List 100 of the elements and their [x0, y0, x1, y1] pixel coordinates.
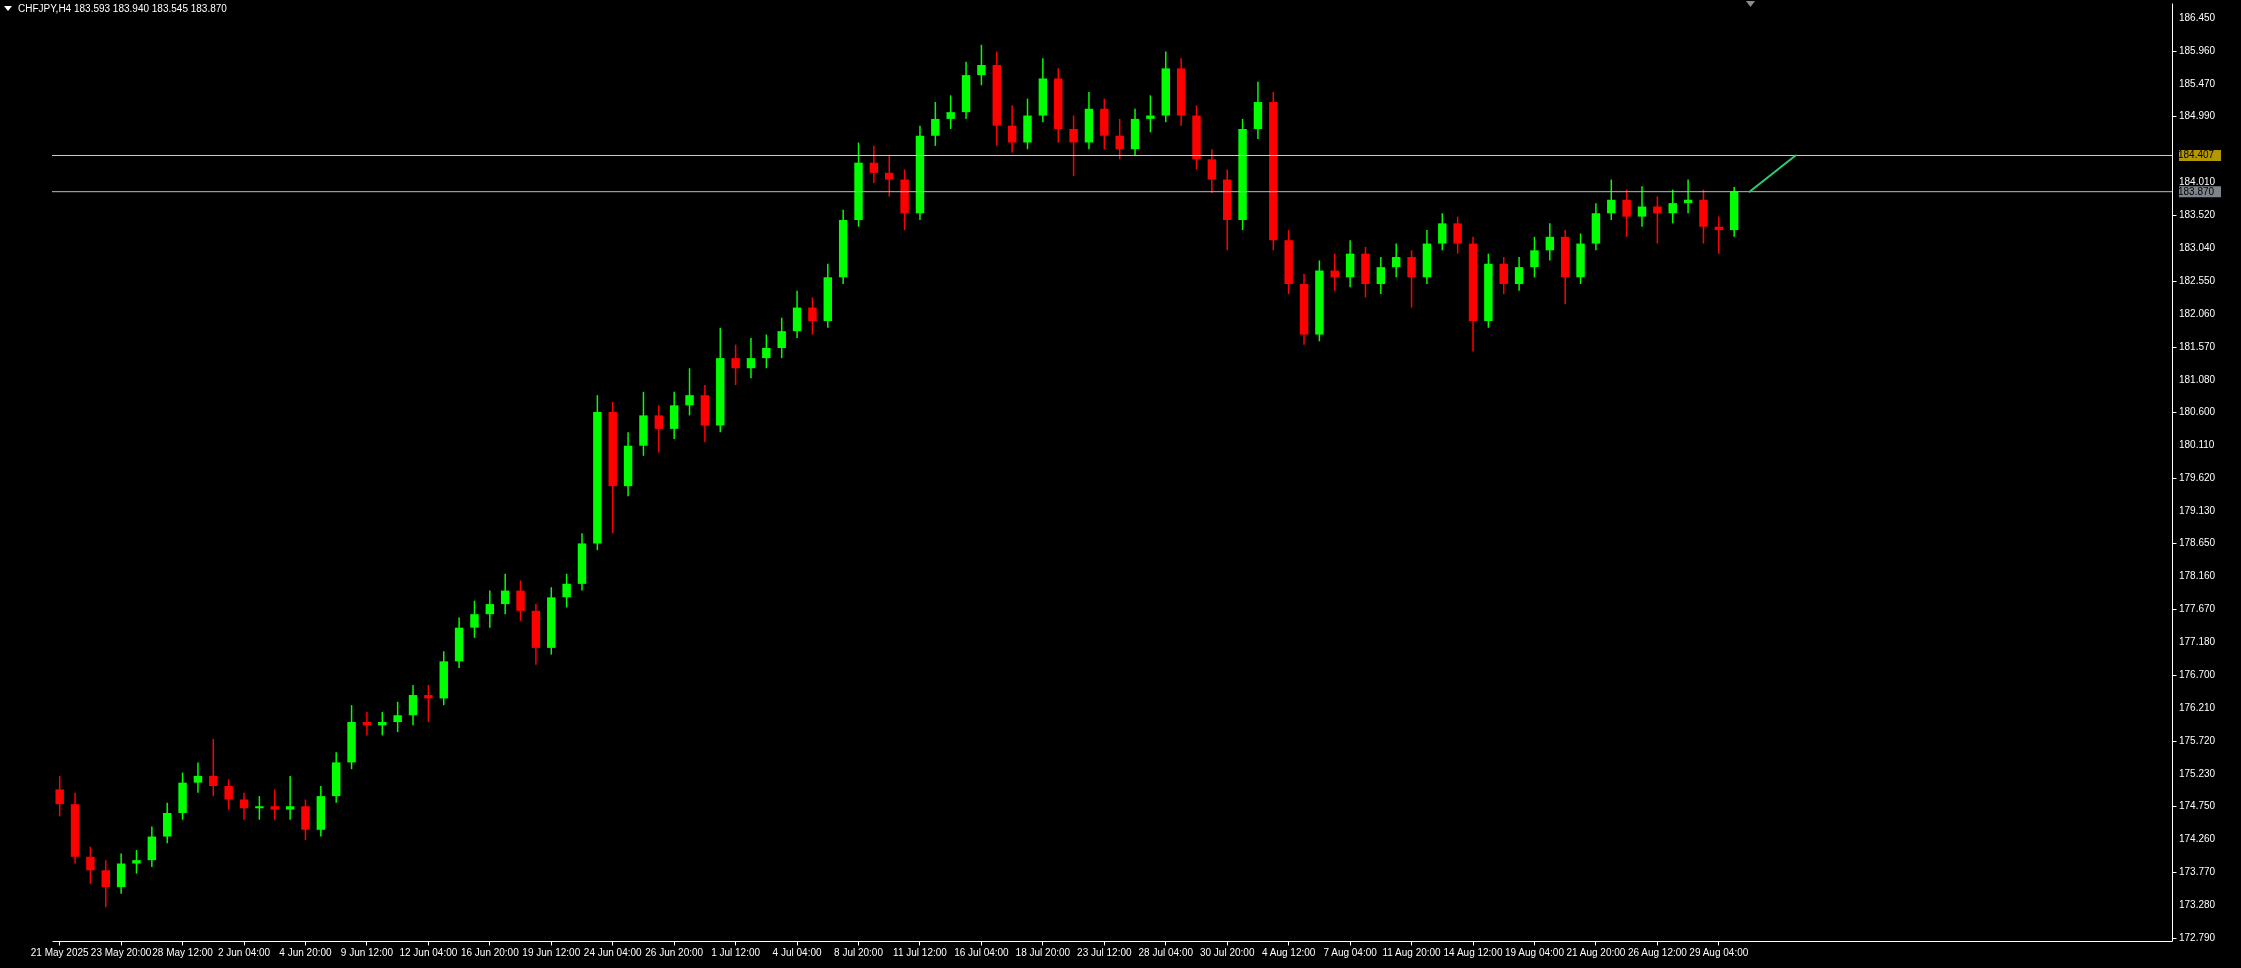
- candlestick: [132, 849, 141, 875]
- x-tick-label: 9 Jun 12:00: [340, 946, 394, 958]
- x-tick-label: 8 Jul 20:00: [834, 946, 884, 958]
- y-tick-label: 173.770: [2179, 866, 2216, 878]
- candlestick: [777, 316, 786, 359]
- candlestick: [209, 738, 218, 797]
- candlestick: [869, 145, 879, 184]
- x-tick-label: 23 Jul 12:00: [1077, 946, 1132, 958]
- candlestick: [808, 296, 817, 336]
- x-tick-label: 26 Jun 20:00: [645, 946, 704, 958]
- x-tick-label: 30 Jul 20:00: [1199, 946, 1255, 958]
- y-tick-label: 179.130: [2179, 505, 2216, 517]
- y-tick-label: 178.650: [2179, 537, 2216, 549]
- candlestick: [1438, 212, 1447, 252]
- candlestick: [1622, 188, 1631, 238]
- y-tick-label: 179.620: [2179, 472, 2216, 484]
- candlestick: [393, 701, 402, 733]
- x-tick-label: 11 Aug 20:00: [1382, 946, 1442, 958]
- candlestick: [285, 775, 295, 821]
- x-tick-label: 19 Aug 04:00: [1504, 946, 1565, 958]
- candlestick: [977, 44, 986, 86]
- y-tick-label: 183.520: [2179, 209, 2216, 221]
- x-tick-label: 1 Jul 12:00: [711, 946, 761, 958]
- candlestick: [1376, 256, 1386, 295]
- y-tick-label: 181.080: [2179, 373, 2216, 385]
- candlestick: [1545, 222, 1555, 262]
- x-tick-label: 19 Jun 12:00: [522, 946, 581, 958]
- candlestick: [485, 589, 495, 629]
- candlestick: [1207, 148, 1217, 194]
- y-tick-label: 180.110: [2179, 439, 2215, 451]
- candlestick: [885, 155, 894, 198]
- x-tick-label: 21 Aug 20:00: [1566, 946, 1626, 958]
- candlestick: [1499, 256, 1508, 295]
- y-tick-label: 174.260: [2179, 833, 2216, 845]
- y-tick-label: 182.550: [2179, 274, 2216, 286]
- candlestick: [1453, 215, 1462, 255]
- candlestick: [654, 404, 664, 454]
- x-tick-label: 21 May 2025: [30, 946, 90, 958]
- candlestick: [1007, 104, 1017, 154]
- y-tick-label: 184.010: [2179, 176, 2216, 188]
- y-tick-label: 185.960: [2179, 44, 2216, 56]
- x-tick-label: 24 Jun 04:00: [583, 946, 643, 958]
- candlestick: [516, 579, 525, 622]
- candlestick: [746, 337, 756, 380]
- candlestick: [669, 391, 679, 440]
- y-tick-label: 177.670: [2179, 603, 2216, 615]
- y-tick-label: 181.570: [2179, 340, 2216, 352]
- candlestick: [1146, 94, 1155, 134]
- x-tick-label: 11 Jul 12:00: [893, 946, 948, 958]
- candlestick: [408, 684, 418, 727]
- candlestick: [931, 101, 940, 147]
- x-tick-label: 4 Jul 04:00: [772, 946, 822, 958]
- candlestick: [1668, 188, 1677, 225]
- candlestick: [562, 573, 571, 609]
- candlestick: [301, 798, 310, 841]
- y-tick-label: 174.750: [2179, 800, 2216, 812]
- candlestick: [792, 289, 802, 339]
- candlestick: [731, 343, 740, 386]
- x-tick-label: 28 Jul 04:00: [1138, 946, 1194, 958]
- candlestick: [239, 792, 249, 821]
- candlestick: [762, 333, 771, 369]
- ref-line-label: 183.870: [2178, 185, 2215, 197]
- y-tick-label: 175.230: [2179, 767, 2216, 779]
- y-tick-label: 175.720: [2179, 734, 2216, 746]
- candlestick: [378, 711, 387, 737]
- candlestick: [1530, 236, 1539, 279]
- candlestick: [946, 94, 955, 130]
- candlestick: [470, 599, 479, 639]
- y-tick-label: 180.600: [2179, 406, 2216, 418]
- y-tick-label: 173.280: [2179, 899, 2216, 911]
- x-tick-label: 7 Aug 04:00: [1323, 946, 1378, 958]
- x-tick-label: 16 Jul 04:00: [954, 946, 1010, 958]
- y-tick-label: 176.210: [2179, 701, 2216, 713]
- x-tick-label: 23 May 20:00: [90, 946, 152, 958]
- candlestick: [1345, 239, 1355, 289]
- candlestick: [270, 788, 279, 821]
- candlestick: [193, 761, 203, 794]
- chart-title: CHFJPY,H4 183.593 183.940 183.545 183.870: [18, 3, 227, 14]
- y-tick-label: 185.470: [2179, 77, 2216, 89]
- candlestick: [1637, 185, 1647, 228]
- y-tick-label: 176.700: [2179, 668, 2216, 680]
- x-tick-label: 2 Jun 04:00: [217, 946, 271, 958]
- candlestick: [255, 795, 264, 821]
- x-tick-label: 28 May 12:00: [152, 946, 214, 958]
- candlestick: [162, 802, 172, 845]
- y-tick-label: 184.990: [2179, 110, 2216, 122]
- candlestick: [1391, 242, 1401, 279]
- x-tick-label: 14 Aug 12:00: [1443, 946, 1503, 958]
- y-tick-label: 182.060: [2179, 307, 2216, 319]
- candlestick: [1069, 114, 1078, 177]
- y-tick-label: 172.790: [2179, 932, 2216, 944]
- candlestick: [147, 825, 157, 868]
- candlestick: [101, 859, 110, 909]
- y-tick-label: 178.160: [2179, 570, 2216, 582]
- x-tick-label: 16 Jun 20:00: [460, 946, 520, 958]
- y-tick-label: 183.040: [2179, 241, 2216, 253]
- candlestick: [1115, 118, 1124, 161]
- x-tick-label: 4 Aug 12:00: [1261, 946, 1316, 958]
- candlestick: [424, 684, 433, 723]
- y-tick-label: 177.180: [2179, 636, 2216, 648]
